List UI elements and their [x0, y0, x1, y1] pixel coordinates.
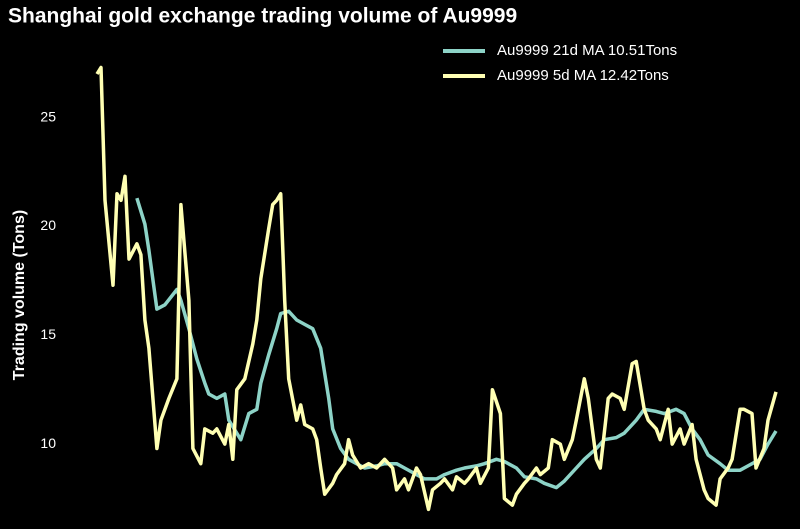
y-tick-label: 10	[40, 435, 56, 451]
series-line	[135, 197, 778, 490]
y-tick-label: 25	[40, 108, 56, 124]
chart-title: Shanghai gold exchange trading volume of…	[8, 5, 517, 28]
legend-label: Au9999 5d MA 12.42Tons	[497, 67, 669, 84]
legend-label: Au9999 21d MA 10.51Tons	[497, 42, 677, 59]
y-tick-label: 20	[40, 217, 56, 233]
series-line	[95, 65, 778, 512]
y-axis-label: Trading volume (Tons)	[11, 210, 28, 380]
y-tick-label: 15	[40, 326, 56, 342]
